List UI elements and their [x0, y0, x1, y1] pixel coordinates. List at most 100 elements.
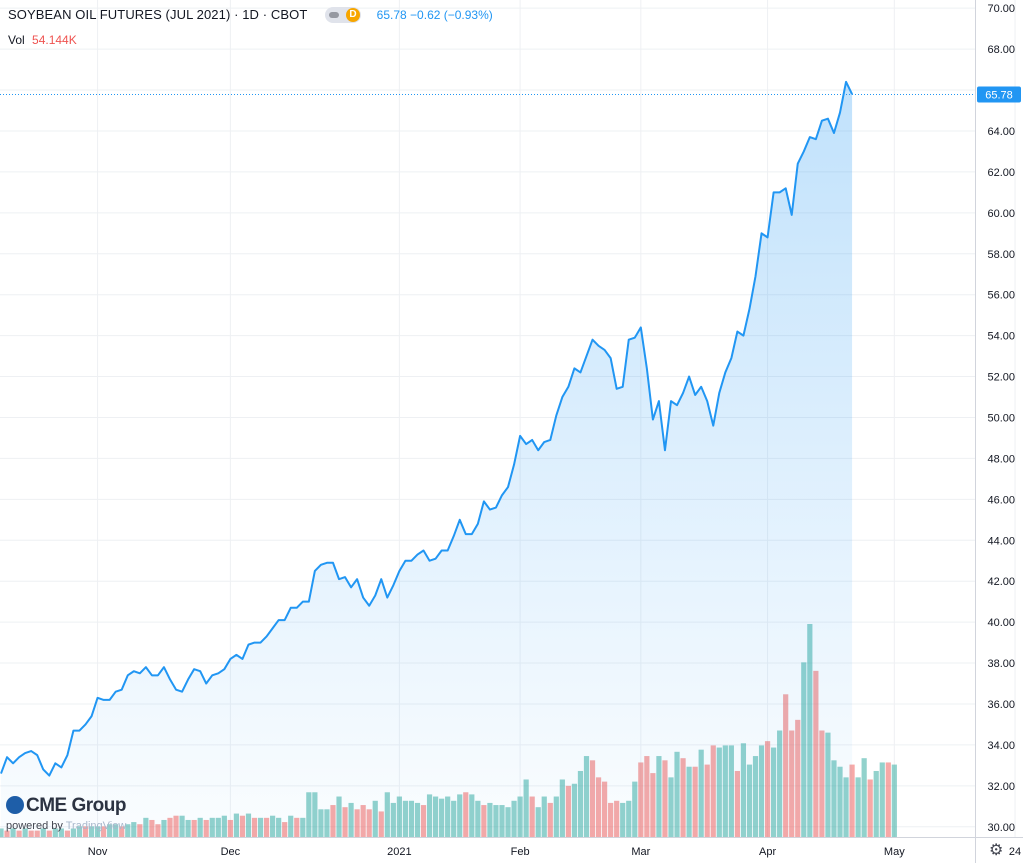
price-point — [513, 464, 515, 466]
price-point — [429, 560, 431, 562]
y-tick-label: 32.00 — [987, 781, 1015, 793]
y-tick-label: 46.00 — [987, 494, 1015, 506]
price-point — [495, 507, 497, 509]
price-point — [320, 564, 322, 566]
price-point — [356, 578, 358, 580]
price-point — [573, 367, 575, 369]
price-point — [42, 768, 44, 770]
price-point — [658, 400, 660, 402]
price-point — [803, 150, 805, 152]
price-point — [199, 670, 201, 672]
y-tick-label: 48.00 — [987, 453, 1015, 465]
price-point — [489, 509, 491, 511]
price-point — [157, 674, 159, 676]
price-point — [78, 730, 80, 732]
price-point — [567, 386, 569, 388]
price-point — [531, 439, 533, 441]
price-point — [386, 597, 388, 599]
price-point — [748, 308, 750, 310]
visibility-toggle[interactable]: D — [325, 6, 362, 23]
price-point — [235, 654, 237, 656]
x-tick-label: Nov — [88, 846, 108, 858]
price-point — [139, 672, 141, 674]
gear-icon[interactable]: ⚙ — [989, 842, 1004, 859]
price-point — [398, 570, 400, 572]
price-point — [827, 118, 829, 120]
price-point — [247, 644, 249, 646]
symbol-title[interactable]: SOYBEAN OIL FUTURES (JUL 2021) · 1D · CB… — [8, 7, 308, 22]
powered-by[interactable]: powered by TradingView — [6, 820, 126, 832]
price-point — [441, 549, 443, 551]
eye-icon — [329, 11, 340, 18]
price-point — [646, 367, 648, 369]
logo-text: CME Group — [26, 795, 127, 816]
price-point — [682, 392, 684, 394]
price-point — [85, 723, 87, 725]
y-tick-label: 54.00 — [987, 331, 1015, 343]
price-point — [223, 668, 225, 670]
price-point — [845, 81, 847, 83]
price-point — [18, 756, 20, 758]
price-point — [392, 584, 394, 586]
chart-legend: SOYBEAN OIL FUTURES (JUL 2021) · 1D · CB… — [8, 6, 493, 24]
y-tick-label: 58.00 — [987, 249, 1015, 261]
cme-group-logo[interactable]: CME Group — [6, 795, 127, 817]
price-area — [1, 81, 853, 838]
price-point — [260, 642, 262, 644]
y-tick-label: 62.00 — [987, 167, 1015, 179]
price-point — [670, 400, 672, 402]
price-point — [465, 533, 467, 535]
price-point — [555, 414, 557, 416]
price-point — [30, 750, 32, 752]
volume-bar — [885, 762, 891, 837]
price-point — [453, 535, 455, 537]
price-point — [332, 562, 334, 564]
price-point — [151, 674, 153, 676]
y-axis-ticks[interactable]: 30.00 32.00 34.00 36.00 38.00 40.00 42.00 44.00… — [987, 3, 1015, 834]
price-point — [423, 549, 425, 551]
price-point — [688, 376, 690, 378]
price-point — [0, 773, 2, 775]
price-point — [350, 586, 352, 588]
volume-bar — [891, 764, 897, 837]
price-point — [561, 396, 563, 398]
x-axis-ticks[interactable]: Nov Dec 2021 Feb Mar Apr May 24 — [88, 846, 1021, 858]
y-tick-label: 38.00 — [987, 658, 1015, 670]
price-point — [115, 691, 117, 693]
price-point — [634, 337, 636, 339]
price-line — [0, 80, 853, 777]
price-point — [91, 715, 93, 717]
y-tick-label: 42.00 — [987, 576, 1015, 588]
price-point — [718, 392, 720, 394]
tradingview-brand: TradingView — [65, 820, 127, 832]
price-point — [121, 689, 123, 691]
price-point — [779, 191, 781, 193]
price-point — [229, 658, 231, 660]
price-point — [755, 275, 757, 277]
price-point — [272, 627, 274, 629]
price-point — [187, 678, 189, 680]
price-point — [211, 674, 213, 676]
price-point — [175, 689, 177, 691]
price-point — [471, 533, 473, 535]
price-point — [652, 419, 654, 421]
price-point — [610, 357, 612, 359]
price-point — [507, 486, 509, 488]
y-tick-label: 56.00 — [987, 290, 1015, 302]
price-point — [284, 619, 286, 621]
price-point — [585, 355, 587, 357]
price-point — [278, 619, 280, 621]
volume-bar — [873, 770, 879, 837]
price-point — [730, 357, 732, 359]
price-point — [72, 730, 74, 732]
price-change: −0.62 (−0.93%) — [410, 8, 493, 22]
price-area-fill — [1, 81, 853, 838]
y-tick-label: 40.00 — [987, 617, 1015, 629]
price-point — [266, 635, 268, 637]
price-point — [724, 371, 726, 373]
price-point — [706, 400, 708, 402]
x-tick-label: 2021 — [387, 846, 411, 858]
last-price: 65.78 — [376, 8, 407, 22]
price-point — [344, 576, 346, 578]
